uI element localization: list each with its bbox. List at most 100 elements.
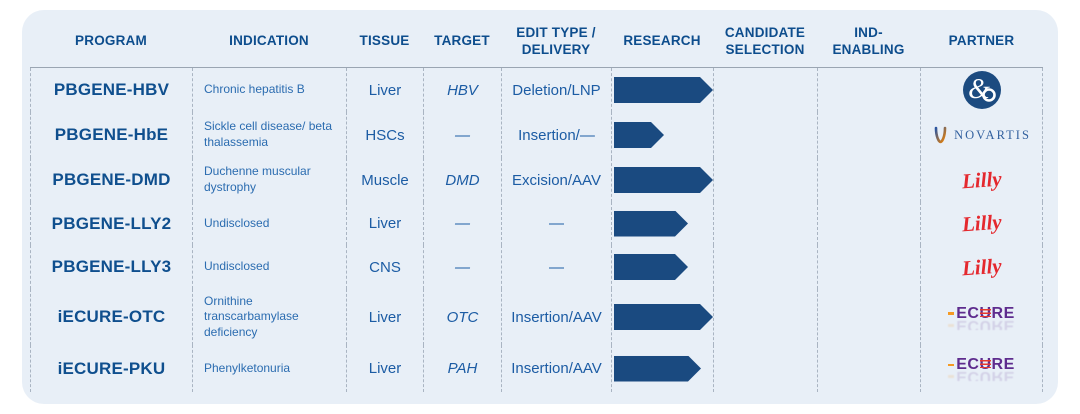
tissue-cell: HSCs xyxy=(346,112,423,158)
ind-enabling-cell xyxy=(817,202,920,245)
header-program: PROGRAM xyxy=(30,10,192,68)
pipeline-card: PROGRAM INDICATION TISSUE TARGET EDIT TY… xyxy=(22,10,1058,404)
indication-cell: Undisclosed xyxy=(192,202,346,245)
target-cell: PAH xyxy=(423,345,501,392)
ind-enabling-cell xyxy=(817,289,920,345)
target-cell: OTC xyxy=(423,289,501,345)
progress-arrow xyxy=(614,254,688,280)
target-cell: HBV xyxy=(423,68,501,112)
partner-emblem-icon: & xyxy=(962,71,1001,109)
ecure-text: RE xyxy=(991,304,1015,322)
indication-cell: Ornithine transcarbamylase deficiency xyxy=(192,289,346,345)
research-cell xyxy=(611,158,713,202)
ecure-text: EC xyxy=(956,356,980,373)
program-cell: iECURE-PKU xyxy=(30,345,192,392)
program-cell: PBGENE-LLY2 xyxy=(30,202,192,245)
program-cell: PBGENE-HbE xyxy=(30,112,192,158)
partner-cell: Lilly xyxy=(920,158,1043,202)
indication-cell: Chronic hepatitis B xyxy=(192,68,346,112)
ecure-dna-icon xyxy=(980,360,991,368)
ind-enabling-cell xyxy=(817,345,920,392)
program-cell: iECURE-OTC xyxy=(30,289,192,345)
research-cell xyxy=(611,202,713,245)
candidate-selection-cell xyxy=(713,202,817,245)
lilly-logo: Lilly xyxy=(960,253,1003,280)
target-cell: — xyxy=(423,245,501,289)
partner-cell: Lilly xyxy=(920,245,1043,289)
ecure-text: RE xyxy=(991,356,1015,373)
edit-type-cell: Deletion/LNP xyxy=(501,68,611,112)
header-partner: PARTNER xyxy=(920,10,1043,68)
research-cell xyxy=(611,345,713,392)
research-cell xyxy=(611,68,713,112)
target-cell: — xyxy=(423,202,501,245)
header-tissue: TISSUE xyxy=(346,10,423,68)
indication-cell: Phenylketonuria xyxy=(192,345,346,392)
progress-arrow xyxy=(614,77,713,103)
progress-arrow xyxy=(614,167,713,193)
target-cell: — xyxy=(423,112,501,158)
partner-cell: ECURE ECURE xyxy=(920,289,1043,345)
candidate-selection-cell xyxy=(713,345,817,392)
partner-cell: ECURE ECURE xyxy=(920,345,1043,392)
tissue-cell: Muscle xyxy=(346,158,423,202)
edit-type-cell: Insertion/AAV xyxy=(501,289,611,345)
novartis-wordmark: NOVARTIS xyxy=(954,127,1031,142)
novartis-flame-icon xyxy=(934,126,947,143)
ind-enabling-cell xyxy=(817,68,920,112)
partner-cell: & xyxy=(920,68,1043,112)
ecure-dna-icon xyxy=(980,308,991,317)
candidate-selection-cell xyxy=(713,68,817,112)
ecure-logo: ECURE ECURE xyxy=(948,305,1015,330)
target-cell: DMD xyxy=(423,158,501,202)
tissue-cell: Liver xyxy=(346,289,423,345)
candidate-selection-cell xyxy=(713,112,817,158)
edit-type-cell: Insertion/AAV xyxy=(501,345,611,392)
ind-enabling-cell xyxy=(817,158,920,202)
partner-cell: NOVARTIS xyxy=(920,112,1043,158)
edit-type-cell: — xyxy=(501,202,611,245)
edit-type-cell: Insertion/— xyxy=(501,112,611,158)
ind-enabling-cell xyxy=(817,112,920,158)
indication-cell: Duchenne muscular dystrophy xyxy=(192,158,346,202)
progress-arrow xyxy=(614,304,713,330)
ecure-text: EC xyxy=(956,304,980,322)
header-edit-type-delivery: EDIT TYPE / DELIVERY xyxy=(501,10,611,68)
header-ind-enabling: IND-ENABLING xyxy=(817,10,920,68)
lilly-logo: Lilly xyxy=(960,166,1003,193)
ecure-reflection: EC U RE xyxy=(948,321,1015,330)
header-candidate-selection: CANDIDATE SELECTION xyxy=(713,10,817,68)
pipeline-table: PROGRAM INDICATION TISSUE TARGET EDIT TY… xyxy=(22,10,1058,404)
candidate-selection-cell xyxy=(713,158,817,202)
tissue-cell: CNS xyxy=(346,245,423,289)
edit-type-cell: — xyxy=(501,245,611,289)
tissue-cell: Liver xyxy=(346,202,423,245)
candidate-selection-cell xyxy=(713,289,817,345)
indication-cell: Undisclosed xyxy=(192,245,346,289)
progress-arrow xyxy=(614,356,701,382)
progress-arrow xyxy=(614,211,688,237)
program-cell: PBGENE-LLY3 xyxy=(30,245,192,289)
ecure-dash-icon xyxy=(948,312,955,315)
research-cell xyxy=(611,112,713,158)
program-cell: PBGENE-HBV xyxy=(30,68,192,112)
header-research: RESEARCH xyxy=(611,10,713,68)
ecure-reflection: EC U RE xyxy=(948,372,1015,381)
candidate-selection-cell xyxy=(713,245,817,289)
ind-enabling-cell xyxy=(817,245,920,289)
header-indication: INDICATION xyxy=(192,10,346,68)
partner-cell: Lilly xyxy=(920,202,1043,245)
tissue-cell: Liver xyxy=(346,345,423,392)
edit-type-cell: Excision/AAV xyxy=(501,158,611,202)
ecure-logo: ECURE ECURE xyxy=(948,356,1015,381)
lilly-logo: Lilly xyxy=(960,209,1003,237)
tissue-cell: Liver xyxy=(346,68,423,112)
progress-arrow xyxy=(614,122,664,148)
research-cell xyxy=(611,245,713,289)
novartis-logo: NOVARTIS xyxy=(932,126,1031,145)
research-cell xyxy=(611,289,713,345)
ecure-dash-icon xyxy=(948,363,955,367)
indication-cell: Sickle cell disease/ beta thalassemia xyxy=(192,112,346,158)
program-cell: PBGENE-DMD xyxy=(30,158,192,202)
header-target: TARGET xyxy=(423,10,501,68)
